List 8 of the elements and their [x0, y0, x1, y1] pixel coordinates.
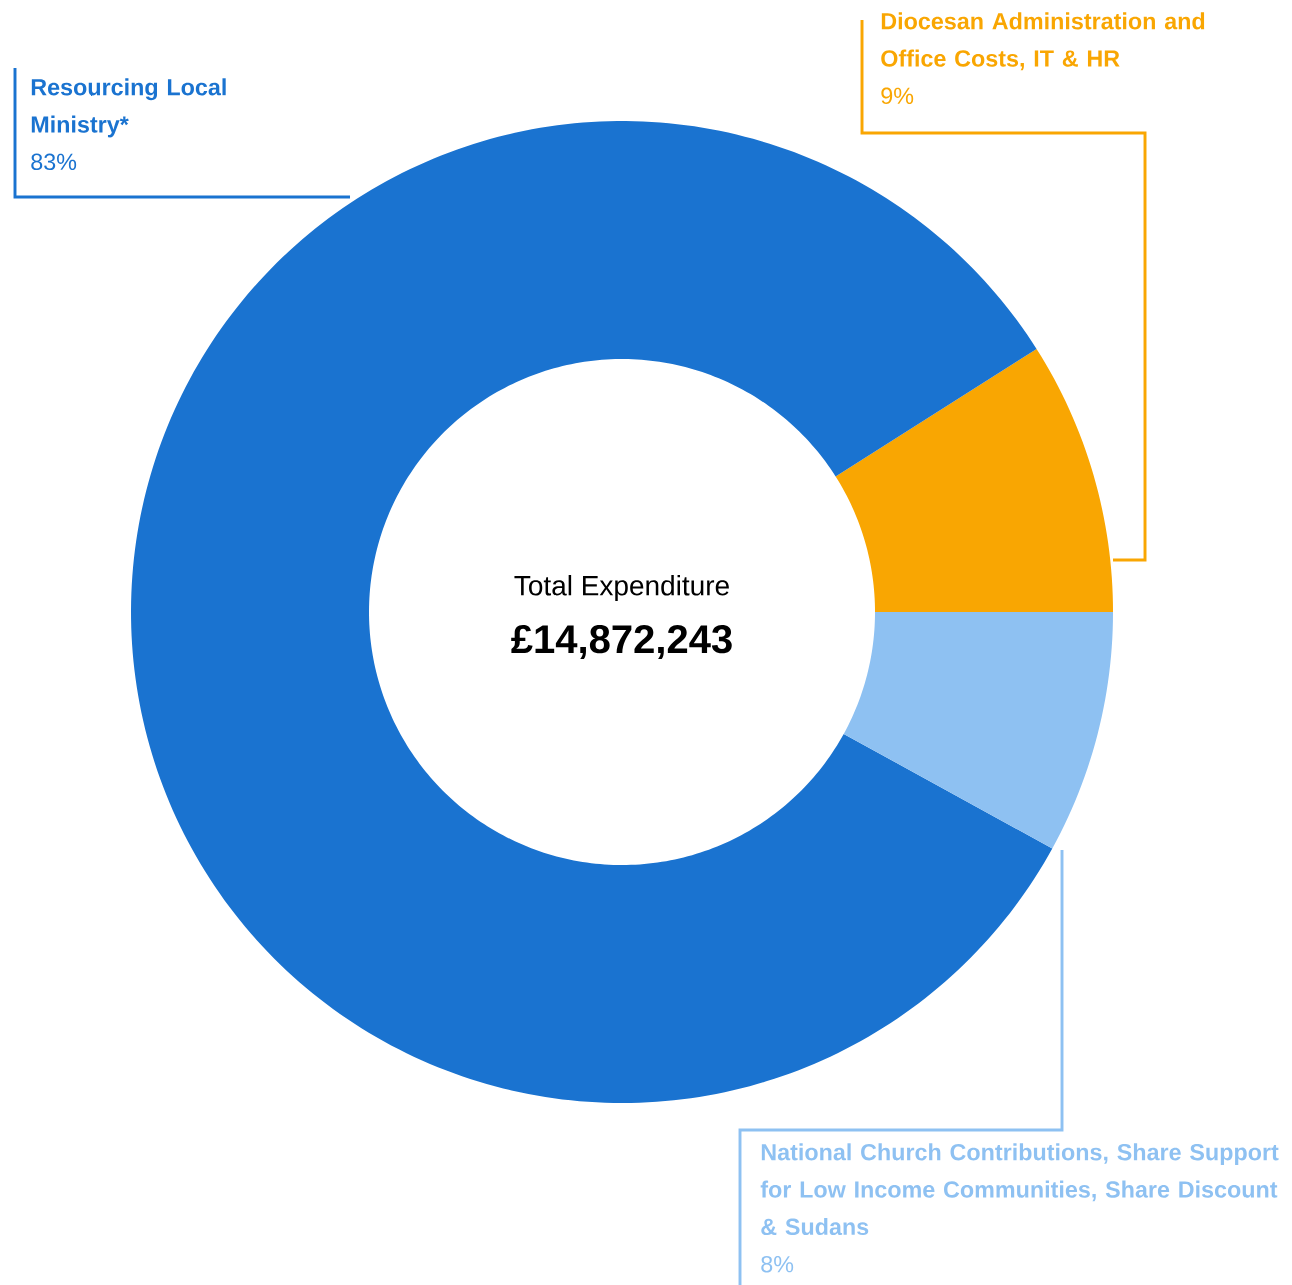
data-label: 83%: [31, 153, 77, 171]
text: Total Expenditure: [514, 574, 729, 602]
slice-label: Diocesan Administration and Office Costs, IT & HR: [881, 12, 1205, 71]
slice-label: Resourcing Local Ministry*: [31, 78, 226, 138]
text: £14,872,243: [511, 624, 732, 660]
data-label: 8%: [761, 1255, 794, 1273]
slice-label: National Church Contributions, Share Support for Low Income Communities, Share Discount & Sudans: [760, 1143, 1279, 1236]
data-label: 9%: [881, 87, 914, 105]
